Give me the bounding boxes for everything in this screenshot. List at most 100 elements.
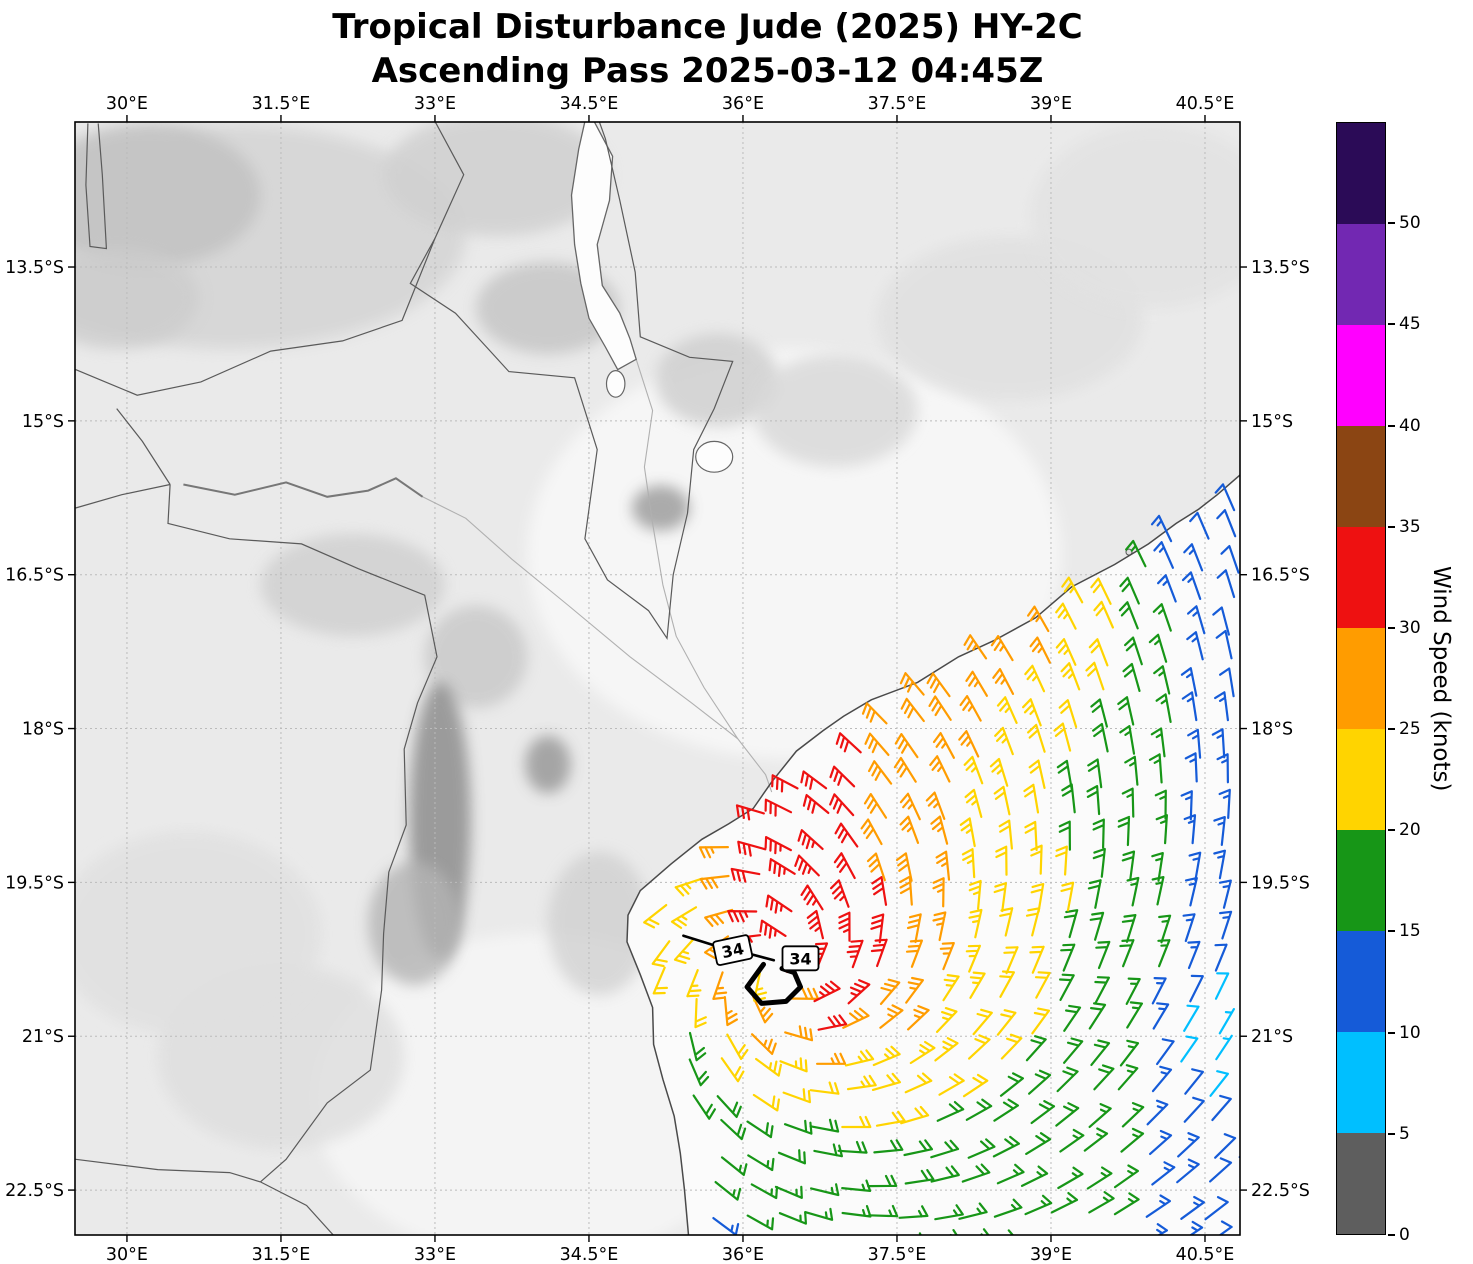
wind-barb [1061, 576, 1084, 604]
contour-label-text: 34 [720, 939, 746, 962]
colorbar-segment [1337, 224, 1385, 325]
colorbar-axis-label-wrap: Wind Speed (knots) [1428, 122, 1454, 1235]
wind-barb [1215, 629, 1233, 660]
wind-barb [1058, 820, 1071, 851]
wind-barb [899, 792, 921, 821]
wind-barb [809, 1081, 840, 1095]
wind-barb [990, 635, 1014, 662]
y-tick-label-left: 15°S [22, 412, 64, 432]
wind-barb [768, 858, 796, 877]
wind-barb [958, 730, 980, 758]
contour-label: 34 [781, 945, 820, 972]
wind-barb [804, 1207, 834, 1221]
wind-barb [737, 840, 767, 857]
wind-barb [746, 1214, 775, 1231]
wind-barb [1177, 1132, 1200, 1158]
wind-barb [774, 1185, 803, 1199]
terrain-patch [75, 246, 199, 350]
wind-barb [1089, 911, 1105, 941]
wind-radius-contour: 34 34 [682, 934, 820, 1006]
y-tick-label-left: 13.5°S [5, 258, 64, 278]
wind-barb [1152, 603, 1172, 632]
wind-barb [928, 695, 952, 721]
y-tick-label-right: 16.5°S [1251, 566, 1310, 586]
wind-barb [810, 1183, 840, 1197]
wind-barb [1219, 910, 1233, 940]
wind-barb [1176, 1158, 1200, 1184]
wind-barb [959, 695, 982, 722]
y-tick-label-left: 16.5°S [5, 566, 64, 586]
colorbar-tick [1388, 626, 1395, 629]
wind-barb [816, 1052, 847, 1065]
wind-barb [1156, 1038, 1175, 1066]
x-tick-label-bottom: 40.5°E [1176, 1245, 1235, 1264]
wind-barb [1056, 1066, 1079, 1093]
border-line [260, 1181, 335, 1235]
wind-barb [1153, 541, 1174, 569]
wind-barb [959, 817, 976, 848]
wind-barb [673, 937, 695, 964]
wind-barb [847, 979, 871, 1005]
wind-barb [1157, 939, 1171, 968]
wind-barb [764, 798, 793, 817]
wind-barb [972, 1008, 993, 1036]
x-tick-label-bottom: 39°E [1030, 1245, 1072, 1264]
wind-barb [726, 1033, 749, 1060]
wind-barb [1025, 907, 1041, 937]
terrain-patch [655, 333, 779, 426]
wind-barb [771, 774, 799, 793]
wind-barb [1187, 940, 1201, 970]
colorbar-tick-label: 20 [1399, 820, 1421, 841]
wind-barb [900, 697, 925, 723]
x-tick-label-top: 31.5°E [252, 94, 311, 114]
terrain-patch [547, 851, 651, 996]
wind-barb [1053, 722, 1072, 752]
wind-barb [1024, 820, 1038, 852]
wind-barb [926, 672, 951, 698]
wind-barb [1183, 1004, 1200, 1032]
lakes [570, 122, 734, 473]
wind-barb [995, 845, 1008, 876]
wind-barb [930, 1139, 960, 1159]
wind-barb [1214, 1133, 1237, 1159]
wind-barb [1029, 945, 1045, 974]
terrain-patch [311, 933, 764, 1235]
wind-barb [1219, 667, 1235, 698]
wind-barb [863, 793, 888, 819]
wind-barb [1180, 667, 1198, 697]
wind-barb [688, 1058, 710, 1087]
wind-barb [1148, 753, 1163, 784]
wind-barb [783, 1119, 813, 1135]
wind-barb [670, 906, 698, 929]
wind-barb [1059, 1128, 1085, 1153]
wind-barb [1218, 1220, 1233, 1235]
wind-barb [730, 867, 761, 883]
wind-barb [727, 910, 758, 923]
wind-barb [759, 919, 787, 939]
wind-barb [755, 1057, 782, 1077]
wind-barb [1060, 881, 1075, 912]
wind-barb [993, 785, 1011, 816]
colorbar-segment [1337, 527, 1385, 628]
x-tick-label-bottom: 33°E [414, 1245, 456, 1264]
wind-barb [1181, 691, 1198, 722]
wind-barb [1242, 1096, 1260, 1120]
wind-barb [965, 670, 988, 697]
wind-barb [1056, 759, 1073, 790]
wind-barb [899, 815, 920, 844]
colorbar-tick-label: 25 [1399, 719, 1421, 740]
wind-barb [1113, 1192, 1140, 1216]
wind-barb [1145, 1194, 1171, 1218]
wind-barb [875, 1110, 906, 1127]
wind-barb [909, 1040, 936, 1065]
wind-barb [1117, 815, 1131, 847]
wind-barb [934, 1037, 959, 1062]
wind-barb [1214, 691, 1229, 722]
y-tick-label-left: 21°S [22, 1027, 64, 1047]
wind-barb [860, 818, 883, 846]
lake-chilwa [695, 440, 734, 473]
colorbar-tick [1388, 1031, 1395, 1034]
wind-barb [1088, 638, 1109, 667]
wind-barb [643, 904, 668, 929]
wind-barb [870, 913, 885, 944]
